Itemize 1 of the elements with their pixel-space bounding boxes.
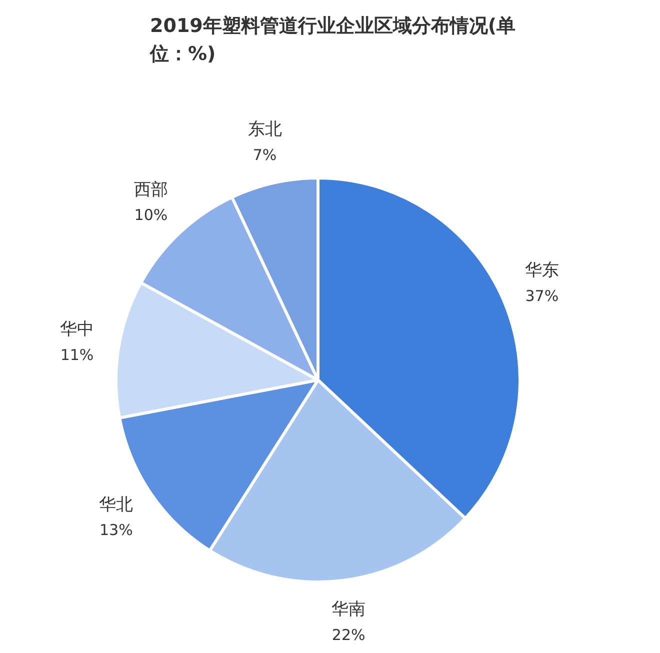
title: 2019年塑料管道行业企业区域分布情况(单位：%) [148,14,517,67]
